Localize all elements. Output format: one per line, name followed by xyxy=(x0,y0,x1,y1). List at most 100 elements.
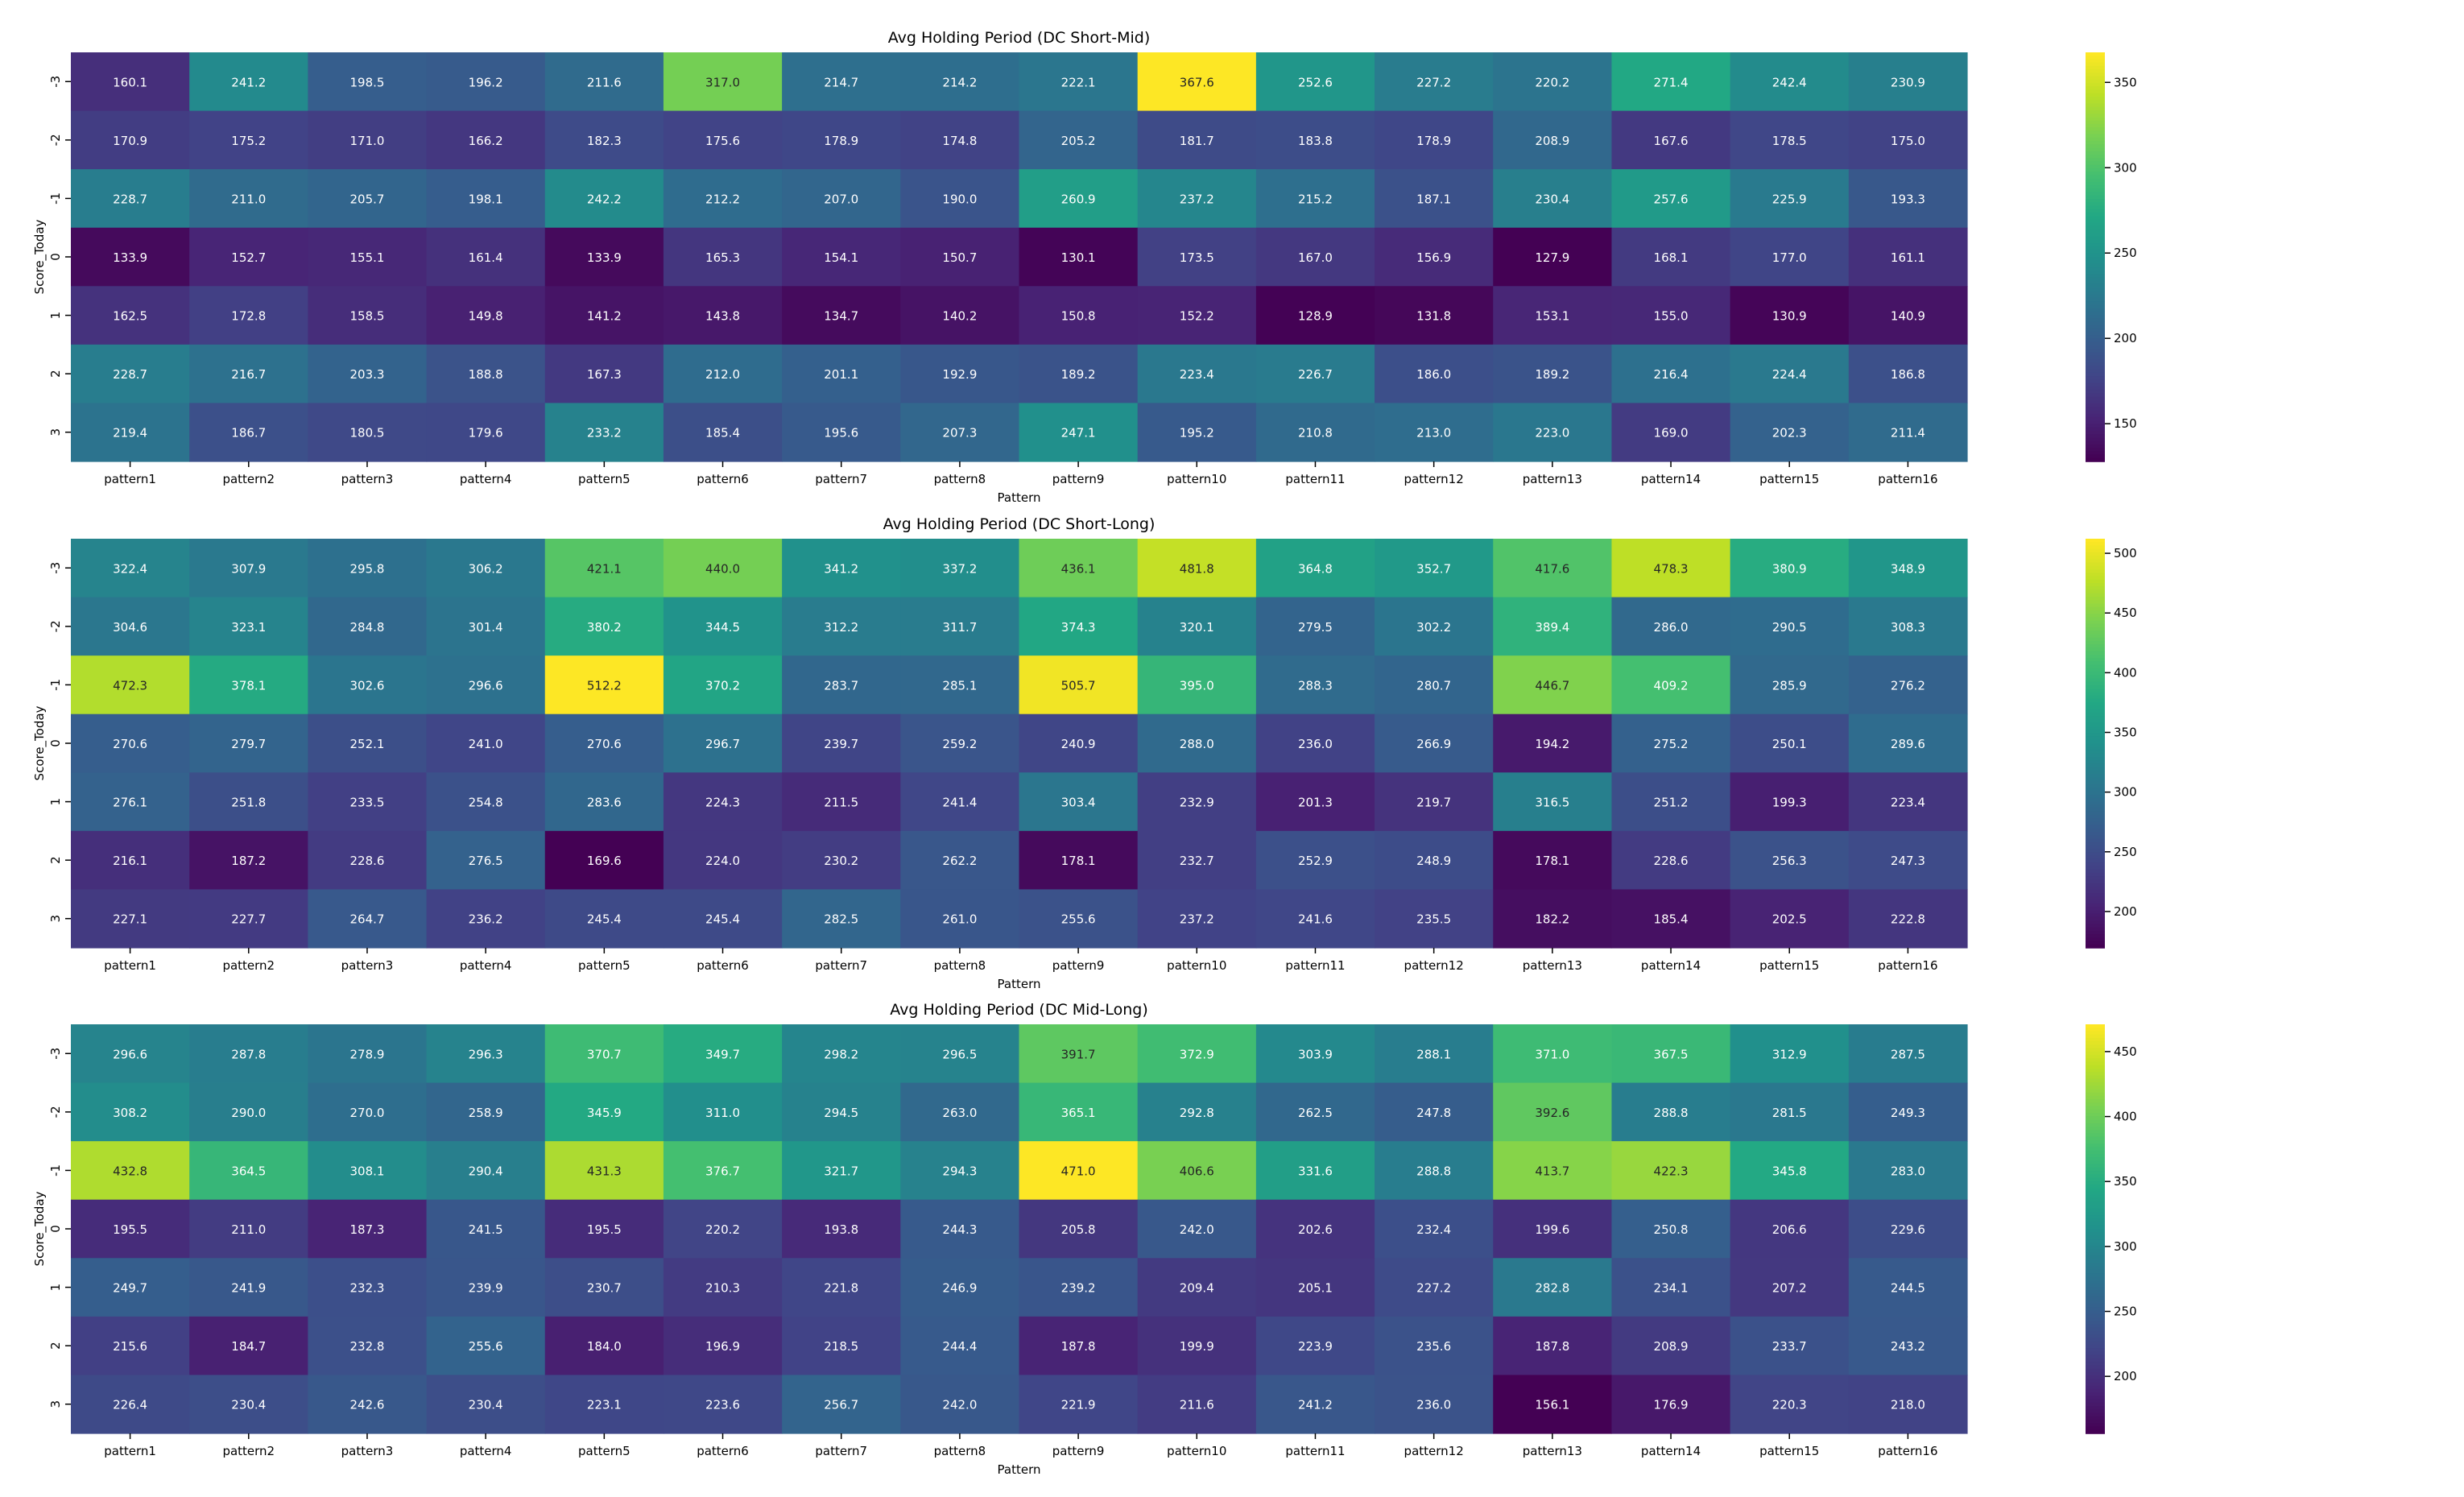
colorbar-segment xyxy=(2086,79,2105,84)
colorbar-segment xyxy=(2086,72,2105,77)
colorbar-segment xyxy=(2086,1211,2105,1216)
colorbar-segment xyxy=(2086,664,2105,669)
heatmap-cell xyxy=(1493,1082,1613,1142)
cell-value-label: 316.5 xyxy=(1535,796,1569,810)
heatmap-cell xyxy=(308,1199,428,1259)
heatmap-cell xyxy=(1255,713,1375,773)
x-tick-label: pattern14 xyxy=(1641,1444,1701,1458)
cell-value-label: 195.6 xyxy=(824,426,858,440)
heatmap-cell xyxy=(1019,1375,1139,1434)
x-tick-label: pattern16 xyxy=(1878,1444,1937,1458)
cell-value-label: 133.9 xyxy=(587,250,622,265)
colorbar-segment xyxy=(2086,328,2105,333)
cell-value-label: 242.0 xyxy=(1180,1222,1214,1237)
cell-value-label: 236.0 xyxy=(1416,1398,1451,1412)
heatmap-cell xyxy=(663,1258,783,1317)
heatmap-cell xyxy=(1493,344,1613,404)
colorbar-segment xyxy=(2086,1375,2105,1380)
cell-value-label: 193.8 xyxy=(824,1222,858,1237)
cell-value-label: 201.3 xyxy=(1298,796,1333,810)
colorbar-segment xyxy=(2086,1034,2105,1039)
heatmap-cell xyxy=(1730,52,1850,112)
heatmap-cell xyxy=(1255,597,1375,656)
heatmap-cell xyxy=(663,286,783,345)
heatmap-cell xyxy=(1375,1199,1494,1259)
colorbar-segment xyxy=(2086,1379,2105,1383)
colorbar-segment xyxy=(2086,410,2105,415)
colorbar-segment xyxy=(2086,314,2105,319)
heatmap-cell xyxy=(1611,713,1731,773)
cell-value-label: 276.1 xyxy=(113,796,147,810)
heatmap-cell xyxy=(1493,1199,1613,1259)
colorbar-segment xyxy=(2086,685,2105,690)
cell-value-label: 195.5 xyxy=(587,1222,622,1237)
heatmap-cell xyxy=(308,772,428,832)
chart-title: Avg Holding Period (DC Mid-Long) xyxy=(890,1001,1148,1019)
cell-value-label: 244.3 xyxy=(942,1222,977,1237)
colorbar-segment xyxy=(2086,93,2105,97)
heatmap-cell xyxy=(1730,1024,1850,1084)
colorbar-segment xyxy=(2086,1044,2105,1049)
colorbar-segment xyxy=(2086,318,2105,323)
heatmap-cell xyxy=(1493,1316,1613,1376)
colorbar-segment xyxy=(2086,225,2105,230)
colorbar-segment xyxy=(2086,651,2105,655)
heatmap-cell xyxy=(1137,1024,1257,1084)
cell-value-label: 370.7 xyxy=(587,1047,622,1061)
colorbar-segment xyxy=(2086,658,2105,663)
heatmap-cell xyxy=(544,1199,664,1259)
colorbar-segment xyxy=(2086,1055,2105,1060)
x-tick-label: pattern8 xyxy=(934,472,986,486)
cell-value-label: 271.4 xyxy=(1654,75,1689,89)
cell-value-label: 406.6 xyxy=(1180,1164,1214,1178)
heatmap-cell xyxy=(544,403,664,462)
x-tick-label: pattern12 xyxy=(1404,472,1464,486)
colorbar-segment xyxy=(2086,1106,2105,1110)
heatmap-cell xyxy=(71,713,190,773)
colorbar-segment xyxy=(2086,730,2105,734)
heatmap-cell xyxy=(189,52,308,112)
heatmap-cell xyxy=(1730,1199,1850,1259)
cell-value-label: 224.4 xyxy=(1772,367,1807,382)
cell-value-label: 446.7 xyxy=(1535,678,1569,693)
heatmap-cell xyxy=(1730,772,1850,832)
colorbar-segment xyxy=(2086,1048,2105,1052)
cell-value-label: 181.7 xyxy=(1180,134,1214,148)
heatmap-cell xyxy=(308,1316,428,1376)
cell-value-label: 440.0 xyxy=(705,561,740,576)
cell-value-label: 471.0 xyxy=(1061,1164,1096,1178)
colorbar-segment xyxy=(2086,627,2105,632)
heatmap-cell xyxy=(1493,772,1613,832)
heatmap-cell xyxy=(663,1141,783,1201)
colorbar-segment xyxy=(2086,1371,2105,1376)
x-tick-label: pattern7 xyxy=(815,472,867,486)
cell-value-label: 241.4 xyxy=(942,796,977,810)
colorbar-segment xyxy=(2086,1423,2105,1428)
colorbar-segment xyxy=(2086,1406,2105,1411)
x-tick-label: pattern9 xyxy=(1052,1444,1105,1458)
colorbar-segment xyxy=(2086,1174,2105,1179)
colorbar-segment xyxy=(2086,1031,2105,1036)
heatmap-cell xyxy=(1611,1024,1731,1084)
heatmap-cell xyxy=(1019,1141,1139,1201)
cell-value-label: 227.1 xyxy=(113,912,147,927)
cell-value-label: 232.9 xyxy=(1180,796,1214,810)
colorbar-segment xyxy=(2086,825,2105,829)
cell-value-label: 210.3 xyxy=(705,1281,740,1296)
heatmap-cell xyxy=(1848,889,1968,949)
heatmap-cell xyxy=(1255,344,1375,404)
colorbar-segment xyxy=(2086,1334,2105,1339)
x-tick-label: pattern2 xyxy=(222,958,275,973)
cell-value-label: 223.9 xyxy=(1298,1339,1333,1354)
heatmap-cell xyxy=(663,830,783,891)
cell-value-label: 241.2 xyxy=(1298,1398,1333,1412)
heatmap-cell xyxy=(663,772,783,832)
colorbar-segment xyxy=(2086,1388,2105,1393)
cell-value-label: 224.3 xyxy=(705,796,740,810)
cell-value-label: 213.0 xyxy=(1416,426,1451,440)
heatmap-cell xyxy=(663,227,783,287)
cell-value-label: 196.2 xyxy=(469,75,503,89)
cell-value-label: 155.0 xyxy=(1654,309,1689,324)
heatmap-cell xyxy=(426,1199,546,1259)
